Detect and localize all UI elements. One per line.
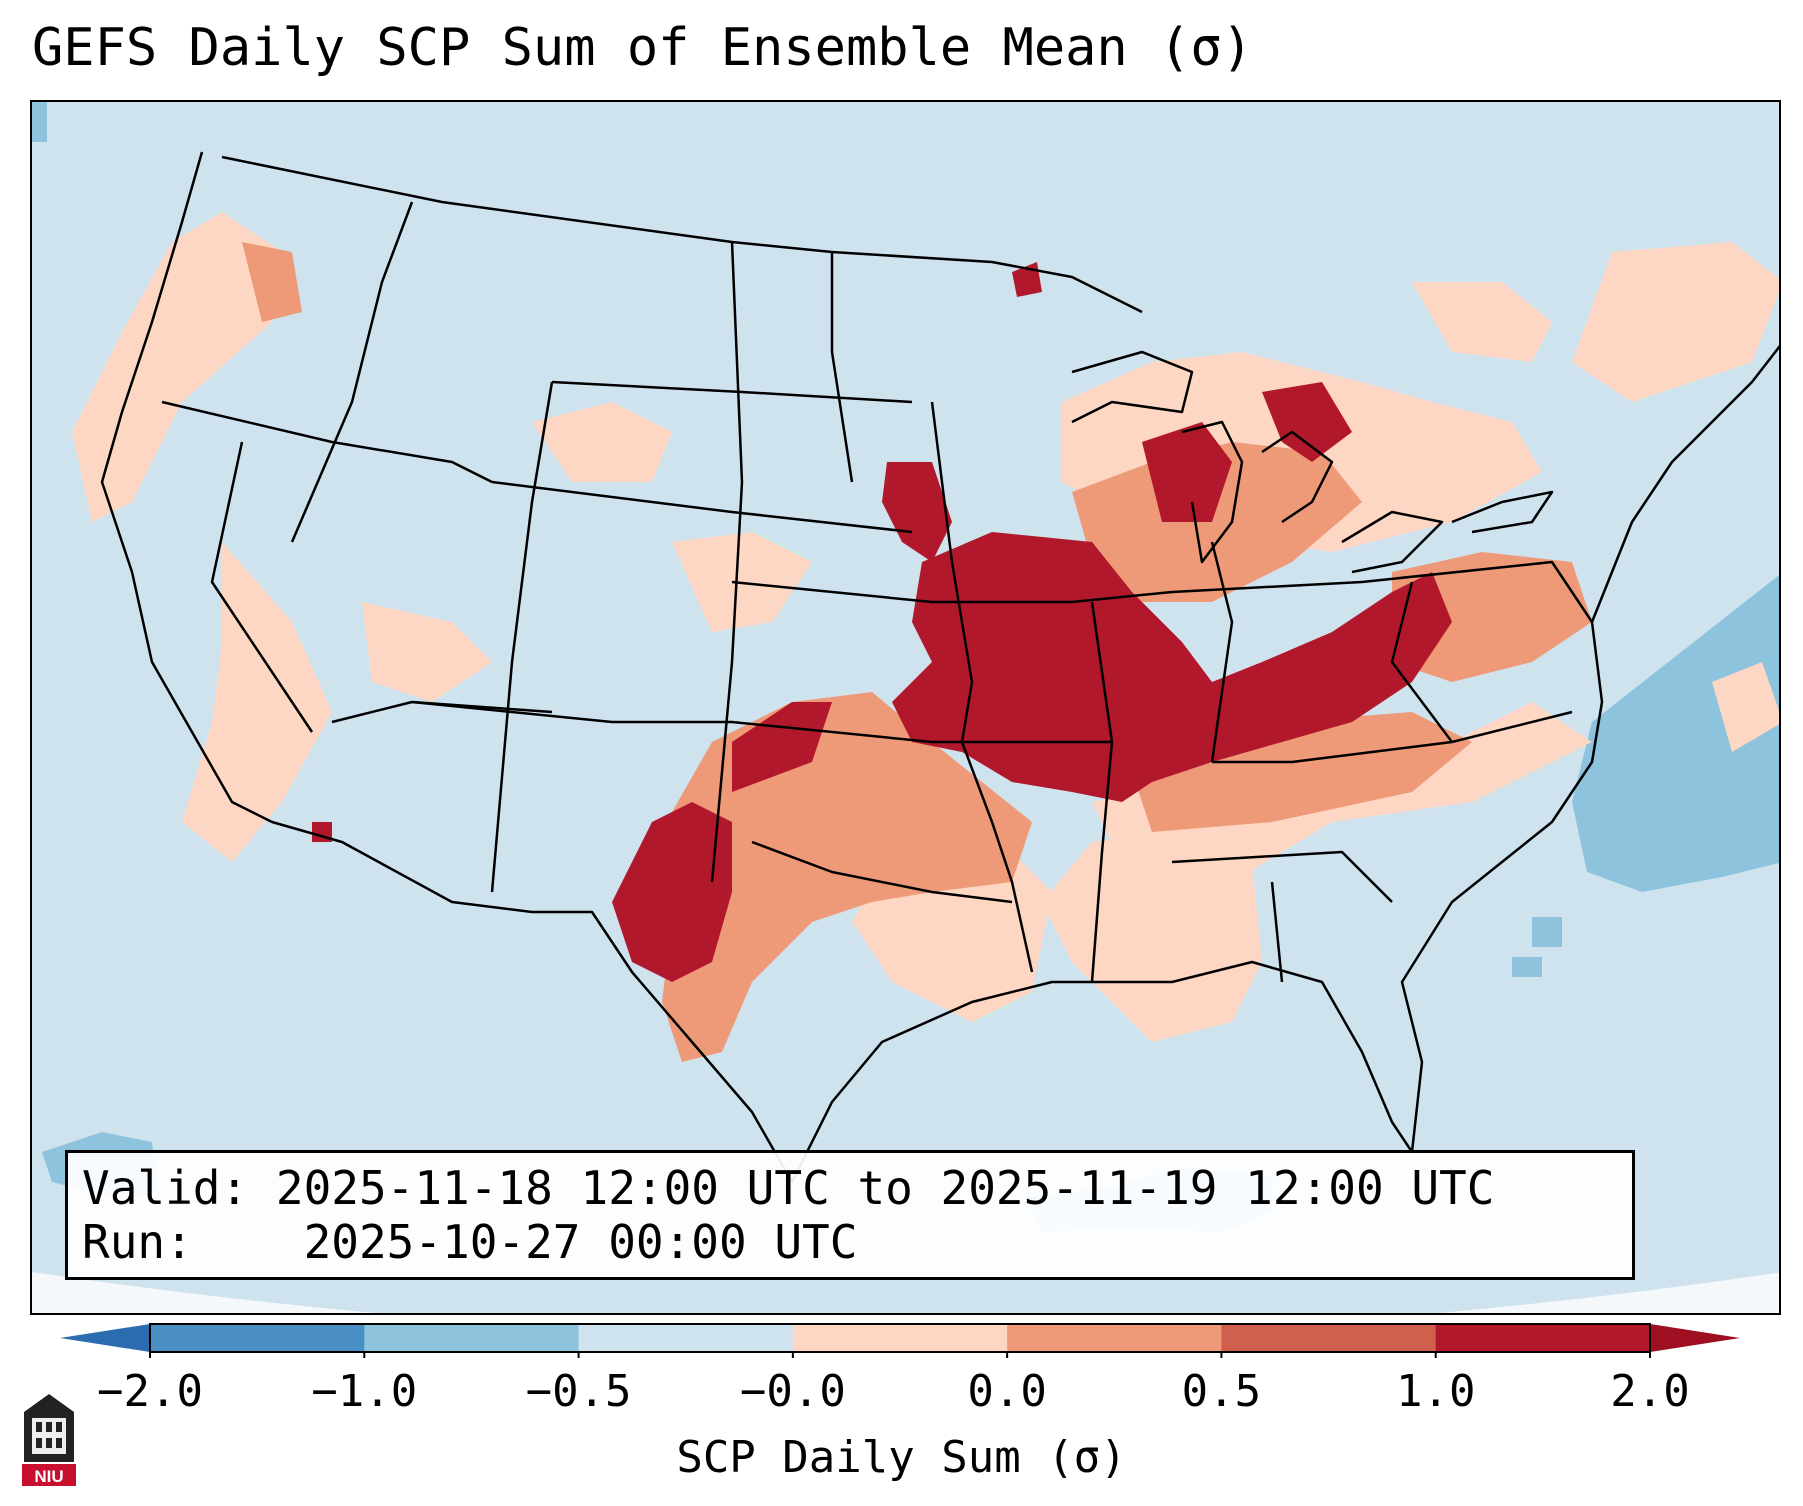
state-boundaries — [100, 151, 1779, 1183]
colorbar-segment — [1435, 1324, 1651, 1352]
validity-info-box: Valid: 2025-11-18 12:00 UTC to 2025-11-1… — [65, 1150, 1635, 1280]
colorbar-outline — [149, 1323, 1651, 1353]
colorbar-segment — [1221, 1324, 1437, 1352]
niu-logo: NIU — [22, 1394, 76, 1486]
logo-text: NIU — [34, 1467, 63, 1486]
negative-atlantic — [1512, 575, 1779, 977]
colorbar-extend-high — [1650, 1324, 1740, 1352]
colorbar-tick-label: −0.5 — [525, 1366, 632, 1417]
colorbar-tick-label: 0.5 — [1181, 1366, 1262, 1417]
valid-label: Valid: — [82, 1161, 249, 1215]
run-value: 2025-10-27 00:00 UTC — [303, 1215, 858, 1269]
map-panel[interactable] — [30, 100, 1781, 1315]
map-canvas — [32, 102, 1779, 1313]
colorbar-tick-label: −1.0 — [311, 1366, 418, 1417]
colorbar-tick-label: −2.0 — [97, 1366, 203, 1417]
projection-edge — [32, 1272, 1779, 1313]
colorbar-segment — [578, 1324, 794, 1352]
colorbar-segment — [792, 1324, 1008, 1352]
colorbar-segment — [1007, 1324, 1222, 1352]
colorbar-extend-low — [60, 1324, 150, 1352]
colorbar-segment — [364, 1324, 580, 1352]
colorbar — [60, 1323, 1740, 1358]
colorbar-tick-label: 0.0 — [967, 1366, 1047, 1417]
colorbar-tick-label: 1.0 — [1395, 1366, 1476, 1417]
colorbar-segment — [150, 1324, 365, 1352]
colorbar-label: SCP Daily Sum (σ) — [676, 1432, 1127, 1483]
negative-pacific — [32, 102, 157, 1197]
valid-value: 2025-11-18 12:00 UTC to 2025-11-19 12:00… — [275, 1161, 1495, 1215]
map-title: GEFS Daily SCP Sum of Ensemble Mean (σ) — [32, 18, 1253, 78]
colorbar-tick-label: −0.0 — [739, 1366, 846, 1417]
positive-strong — [312, 262, 1452, 982]
run-label: Run: — [82, 1215, 193, 1269]
colorbar-tick-label: 2.0 — [1610, 1366, 1690, 1417]
colorbar-segments — [150, 1324, 1651, 1352]
